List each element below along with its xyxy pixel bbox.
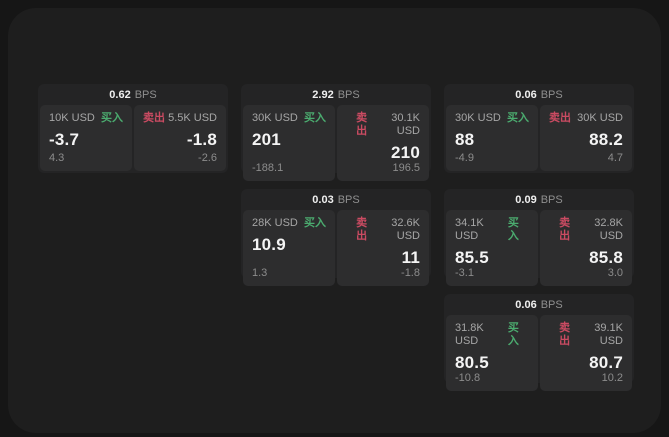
spread-unit: BPS xyxy=(337,88,360,101)
buy-delta: -10.8 xyxy=(455,372,481,384)
quote-card: 2.92 BPS 30K USD 买入 201 -188.1 卖出 30.1K … xyxy=(241,84,431,181)
sell-amount: 32.6K USD xyxy=(391,217,420,242)
sell-action-label[interactable]: 卖出 xyxy=(559,217,571,242)
spread-value: 0.06 xyxy=(515,88,537,101)
sell-delta: 4.7 xyxy=(607,152,623,164)
spread-unit: BPS xyxy=(540,298,563,311)
sell-amount: 32.8K USD xyxy=(594,217,623,242)
quote-card: 0.06 BPS 31.8K USD 买入 80.5 -10.8 卖出 39.1… xyxy=(444,294,634,391)
sell-action-label[interactable]: 卖出 xyxy=(549,112,571,124)
spread-value: 0.06 xyxy=(515,298,537,311)
sell-amount: 30K USD xyxy=(577,112,623,124)
sell-delta: 10.2 xyxy=(601,372,623,384)
sell-amount: 5.5K USD xyxy=(168,112,217,124)
sell-price: 85.8 xyxy=(589,248,623,267)
buy-delta: 1.3 xyxy=(252,267,268,279)
sell-price: 11 xyxy=(401,248,420,267)
spread-header: 0.06 BPS xyxy=(444,84,634,105)
spread-header: 0.62 BPS xyxy=(38,84,228,105)
spread-unit: BPS xyxy=(540,193,563,206)
buy-delta: 4.3 xyxy=(49,152,65,164)
sell-action-label[interactable]: 卖出 xyxy=(143,112,165,124)
buy-amount: 28K USD xyxy=(252,217,298,229)
buy-action-label[interactable]: 买入 xyxy=(507,322,519,347)
buy-price: 85.5 xyxy=(455,248,489,267)
sell-amount: 30.1K USD xyxy=(391,112,420,137)
quote-card: 0.03 BPS 28K USD 买入 10.9 1.3 卖出 32.6K US… xyxy=(241,189,431,286)
sell-action-label[interactable]: 卖出 xyxy=(356,112,368,137)
spread-header: 0.06 BPS xyxy=(444,294,634,315)
sell-action-label[interactable]: 卖出 xyxy=(559,322,571,347)
sell-amount: 39.1K USD xyxy=(594,322,623,347)
sell-price: 210 xyxy=(391,143,420,162)
spread-unit: BPS xyxy=(134,88,157,101)
spread-value: 2.92 xyxy=(312,88,334,101)
buy-price: 80.5 xyxy=(455,353,489,372)
buy-panel[interactable]: 30K USD 买入 201 -188.1 xyxy=(243,105,335,181)
spread-value: 0.62 xyxy=(109,88,131,101)
app-window: 0.62 BPS 10K USD 买入 -3.7 4.3 卖出 5.5K USD… xyxy=(8,8,661,433)
buy-panel[interactable]: 10K USD 买入 -3.7 4.3 xyxy=(40,105,132,171)
spread-value: 0.09 xyxy=(515,193,537,206)
buy-amount: 10K USD xyxy=(49,112,95,124)
buy-amount: 30K USD xyxy=(252,112,298,124)
buy-delta: -188.1 xyxy=(252,162,284,174)
sell-delta: 196.5 xyxy=(392,162,420,174)
buy-price: 10.9 xyxy=(252,235,286,254)
buy-action-label[interactable]: 买入 xyxy=(507,112,529,124)
buy-action-label[interactable]: 买入 xyxy=(507,217,519,242)
buy-panel[interactable]: 28K USD 买入 10.9 1.3 xyxy=(243,210,335,286)
spread-header: 0.03 BPS xyxy=(241,189,431,210)
buy-price: -3.7 xyxy=(49,130,80,149)
sell-delta: -1.8 xyxy=(401,267,420,279)
buy-panel[interactable]: 34.1K USD 买入 85.5 -3.1 xyxy=(446,210,538,286)
quote-card: 0.09 BPS 34.1K USD 买入 85.5 -3.1 卖出 32.8K… xyxy=(444,189,634,286)
buy-action-label[interactable]: 买入 xyxy=(304,217,326,229)
buy-delta: -3.1 xyxy=(455,267,474,279)
spread-header: 2.92 BPS xyxy=(241,84,431,105)
quote-card: 0.62 BPS 10K USD 买入 -3.7 4.3 卖出 5.5K USD… xyxy=(38,84,228,173)
buy-action-label[interactable]: 买入 xyxy=(101,112,123,124)
sell-panel[interactable]: 卖出 5.5K USD -1.8 -2.6 xyxy=(134,105,226,171)
buy-amount: 31.8K USD xyxy=(455,322,484,347)
spread-unit: BPS xyxy=(337,193,360,206)
buy-amount: 30K USD xyxy=(455,112,501,124)
sell-price: -1.8 xyxy=(186,130,217,149)
buy-amount: 34.1K USD xyxy=(455,217,484,242)
sell-delta: 3.0 xyxy=(607,267,623,279)
sell-panel[interactable]: 卖出 30.1K USD 210 196.5 xyxy=(337,105,429,181)
quote-card: 0.06 BPS 30K USD 买入 88 -4.9 卖出 30K USD 8… xyxy=(444,84,634,173)
buy-panel[interactable]: 31.8K USD 买入 80.5 -10.8 xyxy=(446,315,538,391)
spread-unit: BPS xyxy=(540,88,563,101)
sell-price: 88.2 xyxy=(589,130,623,149)
buy-delta: -4.9 xyxy=(455,152,474,164)
buy-action-label[interactable]: 买入 xyxy=(304,112,326,124)
sell-delta: -2.6 xyxy=(198,152,217,164)
buy-price: 201 xyxy=(252,130,281,149)
spread-header: 0.09 BPS xyxy=(444,189,634,210)
sell-panel[interactable]: 卖出 32.6K USD 11 -1.8 xyxy=(337,210,429,286)
sell-panel[interactable]: 卖出 39.1K USD 80.7 10.2 xyxy=(540,315,632,391)
sell-action-label[interactable]: 卖出 xyxy=(356,217,368,242)
sell-price: 80.7 xyxy=(589,353,623,372)
sell-panel[interactable]: 卖出 30K USD 88.2 4.7 xyxy=(540,105,632,171)
spread-value: 0.03 xyxy=(312,193,334,206)
sell-panel[interactable]: 卖出 32.8K USD 85.8 3.0 xyxy=(540,210,632,286)
buy-panel[interactable]: 30K USD 买入 88 -4.9 xyxy=(446,105,538,171)
buy-price: 88 xyxy=(455,130,475,149)
